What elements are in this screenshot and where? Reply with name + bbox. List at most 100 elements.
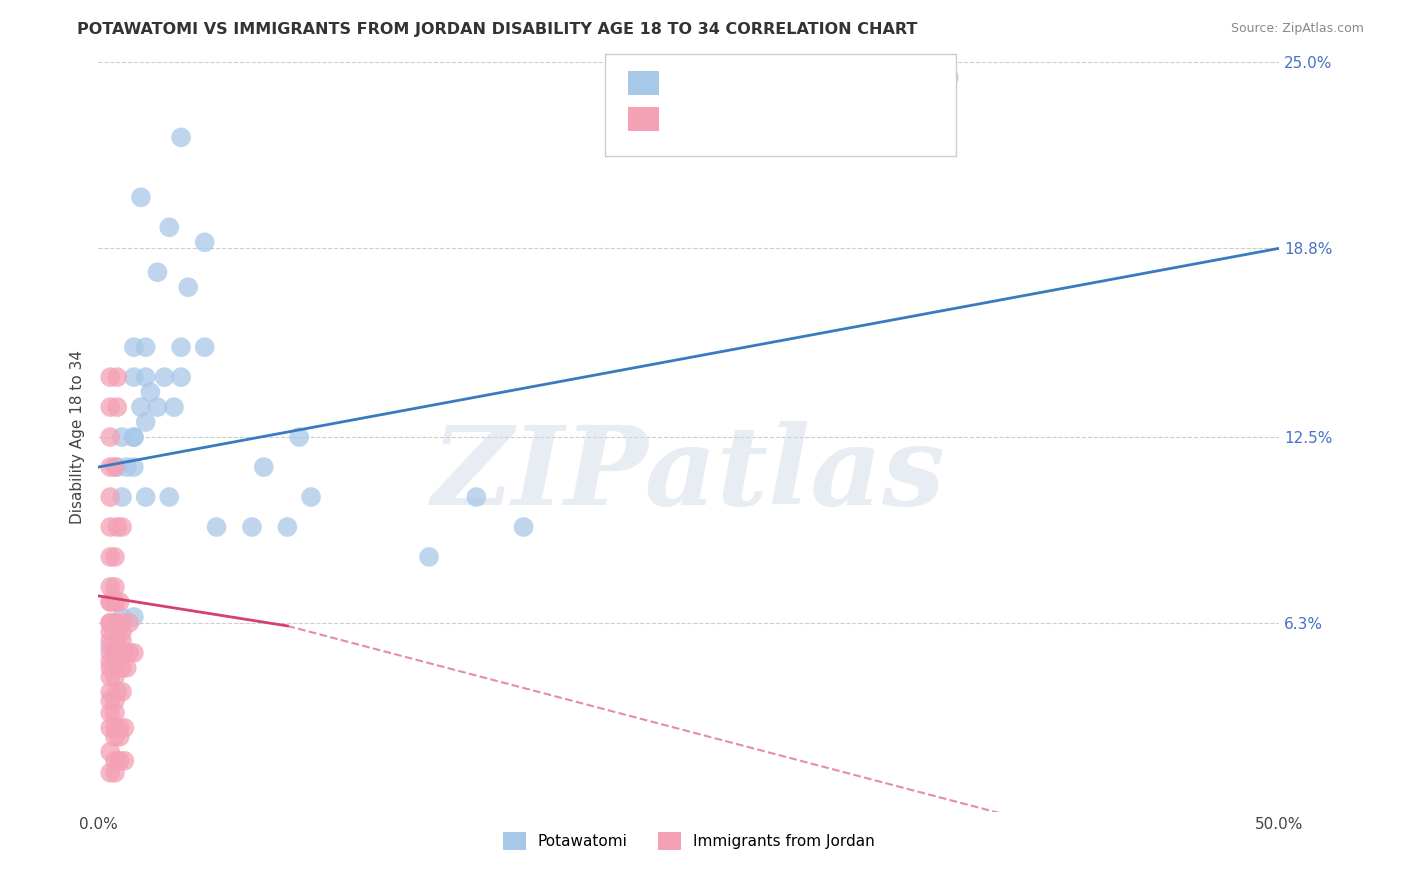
Point (146, 265, 169, 279)
Point (104, 706, 127, 720)
Text: POTAWATOMI VS IMMIGRANTS FROM JORDAN DISABILITY AGE 18 TO 34 CORRELATION CHART: POTAWATOMI VS IMMIGRANTS FROM JORDAN DIS… (77, 22, 918, 37)
Point (98, 615, 121, 630)
Point (98, 694, 121, 708)
Point (104, 460, 127, 475)
Point (105, 400, 128, 414)
Text: ZIPatlas: ZIPatlas (432, 421, 946, 528)
Point (98, 400, 121, 414)
Point (111, 633, 134, 648)
Point (129, 400, 152, 414)
Point (170, 130, 193, 145)
Point (111, 490, 134, 504)
Point (118, 615, 141, 630)
Point (105, 685, 128, 699)
Point (104, 615, 127, 630)
Point (465, 490, 488, 504)
Point (122, 370, 145, 384)
Point (108, 754, 131, 768)
Point (98, 640, 121, 654)
Point (98, 655, 121, 669)
Point (111, 624, 134, 639)
Point (111, 520, 134, 534)
Point (112, 754, 135, 768)
Point (111, 615, 134, 630)
Point (118, 646, 141, 660)
Point (111, 685, 134, 699)
Point (98, 460, 121, 475)
Point (512, 520, 534, 534)
Point (253, 460, 276, 475)
Point (111, 430, 134, 444)
Point (105, 624, 128, 639)
Point (135, 415, 157, 429)
Legend: Potawatomi, Immigrants from Jordan: Potawatomi, Immigrants from Jordan (496, 826, 882, 856)
Point (104, 730, 127, 744)
Point (98, 670, 121, 684)
Point (153, 370, 176, 384)
Point (98, 430, 121, 444)
Point (105, 460, 128, 475)
Point (104, 549, 127, 564)
Point (146, 400, 169, 414)
Point (288, 430, 311, 444)
Y-axis label: Disability Age 18 to 34: Disability Age 18 to 34 (69, 350, 84, 524)
Text: 40: 40 (801, 75, 821, 89)
Point (98, 721, 121, 735)
Point (108, 646, 131, 660)
Point (104, 765, 127, 780)
Point (115, 661, 138, 675)
Text: N =: N = (763, 111, 790, 125)
Point (108, 721, 131, 735)
Point (194, 340, 217, 354)
Point (240, 520, 263, 534)
Point (122, 610, 145, 624)
Point (98, 490, 121, 504)
Point (98, 520, 121, 534)
Point (98, 595, 121, 609)
Point (98, 624, 121, 639)
Point (122, 460, 145, 475)
Point (98, 595, 121, 609)
Point (104, 615, 127, 630)
Point (122, 646, 145, 660)
Point (170, 370, 193, 384)
Point (98, 706, 121, 720)
Point (104, 646, 127, 660)
Point (98, 745, 121, 759)
Point (135, 490, 157, 504)
Point (135, 370, 157, 384)
Point (418, 549, 440, 564)
Text: N =: N = (763, 75, 790, 89)
Point (108, 595, 131, 609)
Text: Source: ZipAtlas.com: Source: ZipAtlas.com (1230, 22, 1364, 36)
Point (104, 595, 127, 609)
Point (115, 460, 138, 475)
Point (104, 670, 127, 684)
Point (157, 220, 180, 235)
Point (98, 549, 121, 564)
Point (98, 370, 121, 384)
Point (98, 661, 121, 675)
Point (104, 754, 127, 768)
Point (122, 430, 145, 444)
Point (177, 280, 200, 294)
Point (98, 633, 121, 648)
Point (105, 633, 128, 648)
Point (276, 520, 298, 534)
Point (205, 520, 228, 534)
Point (139, 385, 162, 400)
Point (104, 580, 127, 594)
Point (135, 340, 157, 354)
Point (111, 610, 134, 624)
Point (170, 340, 193, 354)
Point (938, 70, 960, 85)
Point (98, 685, 121, 699)
Text: -0.222: -0.222 (706, 111, 755, 125)
Point (105, 520, 128, 534)
Text: R =: R = (668, 75, 693, 89)
Point (98, 615, 121, 630)
Point (122, 340, 145, 354)
Point (129, 190, 152, 204)
Point (98, 580, 121, 594)
Point (104, 694, 127, 708)
